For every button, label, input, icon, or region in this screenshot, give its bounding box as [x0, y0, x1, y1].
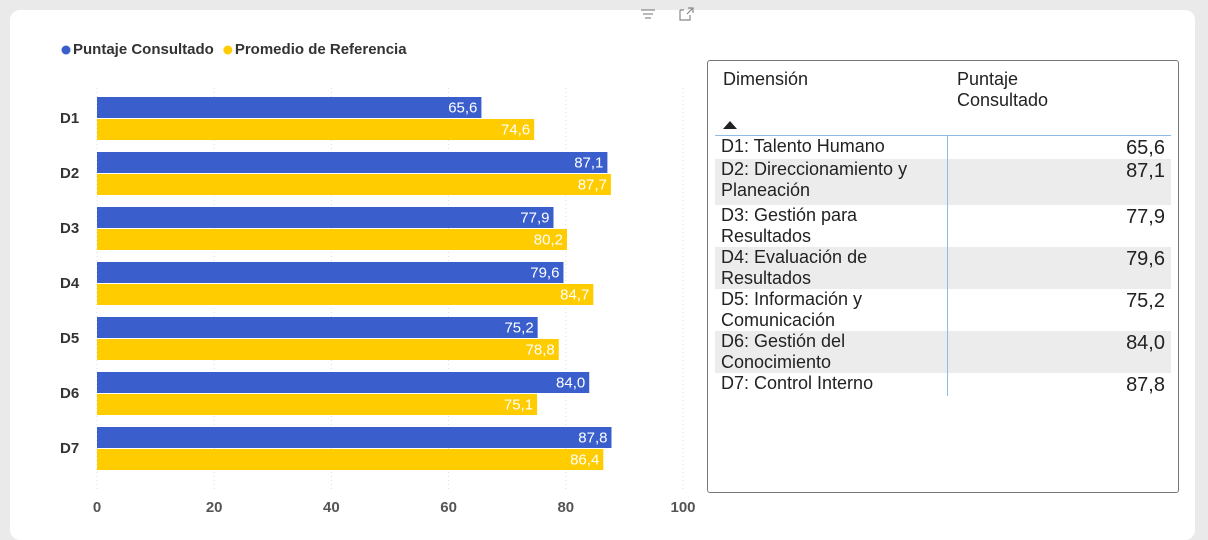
x-tick-label: 40 [323, 499, 340, 516]
table-row[interactable]: D5: Información y Comunicación 75,2 [715, 289, 1171, 331]
y-tick-label: D7 [60, 440, 79, 457]
data-label: 78,8 [526, 341, 555, 358]
table-cell: 84,0 [947, 331, 1171, 373]
y-tick-label: D6 [60, 385, 79, 402]
table-cell: 87,1 [947, 159, 1171, 205]
header-text: Puntaje Consultado [957, 69, 1049, 110]
data-label: 80,2 [534, 231, 563, 248]
data-label: 65,6 [448, 99, 477, 116]
data-label: 77,9 [520, 209, 549, 226]
header-text: Dimensión [723, 69, 809, 89]
table-cell: 77,9 [1126, 206, 1165, 228]
table-visual: Dimensión Puntaje Consultado D1: Talento… [707, 60, 1179, 493]
legend-marker [223, 45, 233, 55]
bar [97, 317, 538, 338]
bar [97, 207, 554, 228]
y-tick-label: D4 [60, 275, 80, 292]
bar [97, 152, 608, 173]
bar [97, 339, 559, 360]
x-tick-label: 20 [206, 499, 223, 516]
bar [97, 229, 567, 250]
column-header[interactable]: Puntaje Consultado [947, 69, 1171, 136]
table-cell: D5: Información y Comunicación [715, 289, 948, 331]
bar [97, 97, 482, 118]
table-cell: 65,6 [1126, 137, 1165, 159]
table-cell: 87,8 [1126, 374, 1165, 396]
data-label: 75,1 [504, 396, 533, 413]
x-tick-label: 60 [440, 499, 457, 516]
y-tick-label: D3 [60, 220, 79, 237]
x-tick-label: 80 [557, 499, 574, 516]
bar [97, 262, 564, 283]
x-tick-label: 0 [93, 499, 101, 516]
legend-marker [61, 45, 71, 55]
bar [97, 174, 611, 195]
table-cell: D1: Talento Humano [715, 135, 948, 159]
bar [97, 284, 594, 305]
data-label: 84,7 [560, 286, 589, 303]
bar [97, 427, 612, 448]
sort-arrow[interactable] [723, 121, 737, 129]
table-row[interactable]: D2: Direccionamiento y Planeación 87,1 [715, 159, 1171, 205]
bar [97, 394, 538, 415]
bar [97, 372, 590, 393]
data-label: 87,7 [578, 176, 607, 193]
table-row[interactable]: D4: Evaluación de Resultados 79,6 [715, 247, 1171, 289]
table: Dimensión Puntaje Consultado D1: Talento… [715, 69, 1171, 396]
table-cell: D3: Gestión para Resultados [715, 205, 948, 247]
table-cell: D2: Direccionamiento y Planeación [715, 159, 948, 205]
bar [97, 119, 535, 140]
table-row[interactable]: D3: Gestión para Resultados 77,9 [715, 205, 1171, 247]
column-header[interactable]: Dimensión [715, 69, 947, 136]
legend-label: Puntaje Consultado [73, 41, 214, 58]
table-cell: D6: Gestión del Conocimiento [715, 331, 948, 373]
table-cell: 79,6 [947, 247, 1171, 289]
bar [97, 449, 604, 470]
data-label: 87,8 [578, 429, 607, 446]
table-row[interactable]: D1: Talento Humano 65,6 [715, 135, 1171, 159]
table-cell: D7: Control Interno [715, 373, 948, 396]
page: 0 20 40 60 80 100 Puntaje Consultado Promedio d… [10, 7, 1195, 540]
table-row[interactable]: D7: Control Interno 87,8 [715, 373, 1171, 396]
legend-label: Promedio de Referencia [235, 41, 407, 58]
data-label: 79,6 [530, 264, 559, 281]
table-cell: D4: Evaluación de Resultados [715, 247, 948, 289]
y-tick-label: D5 [60, 330, 79, 347]
focus-icon[interactable] [679, 7, 694, 21]
data-label: 74,6 [501, 121, 530, 138]
data-label: 75,2 [504, 319, 533, 336]
y-tick-label: D1 [60, 110, 79, 127]
y-tick-label: D2 [60, 165, 79, 182]
data-label: 86,4 [570, 451, 599, 468]
table-cell: 75,2 [1126, 290, 1165, 312]
table-row[interactable]: D6: Gestión del Conocimiento 84,0 [715, 331, 1171, 373]
data-label: 87,1 [574, 154, 603, 171]
x-tick-label: 100 [670, 499, 695, 516]
data-label: 84,0 [556, 374, 585, 391]
filter-icon[interactable] [641, 9, 655, 19]
chart: 0 20 40 60 80 100 Puntaje Consultado Promedio d… [60, 7, 696, 516]
